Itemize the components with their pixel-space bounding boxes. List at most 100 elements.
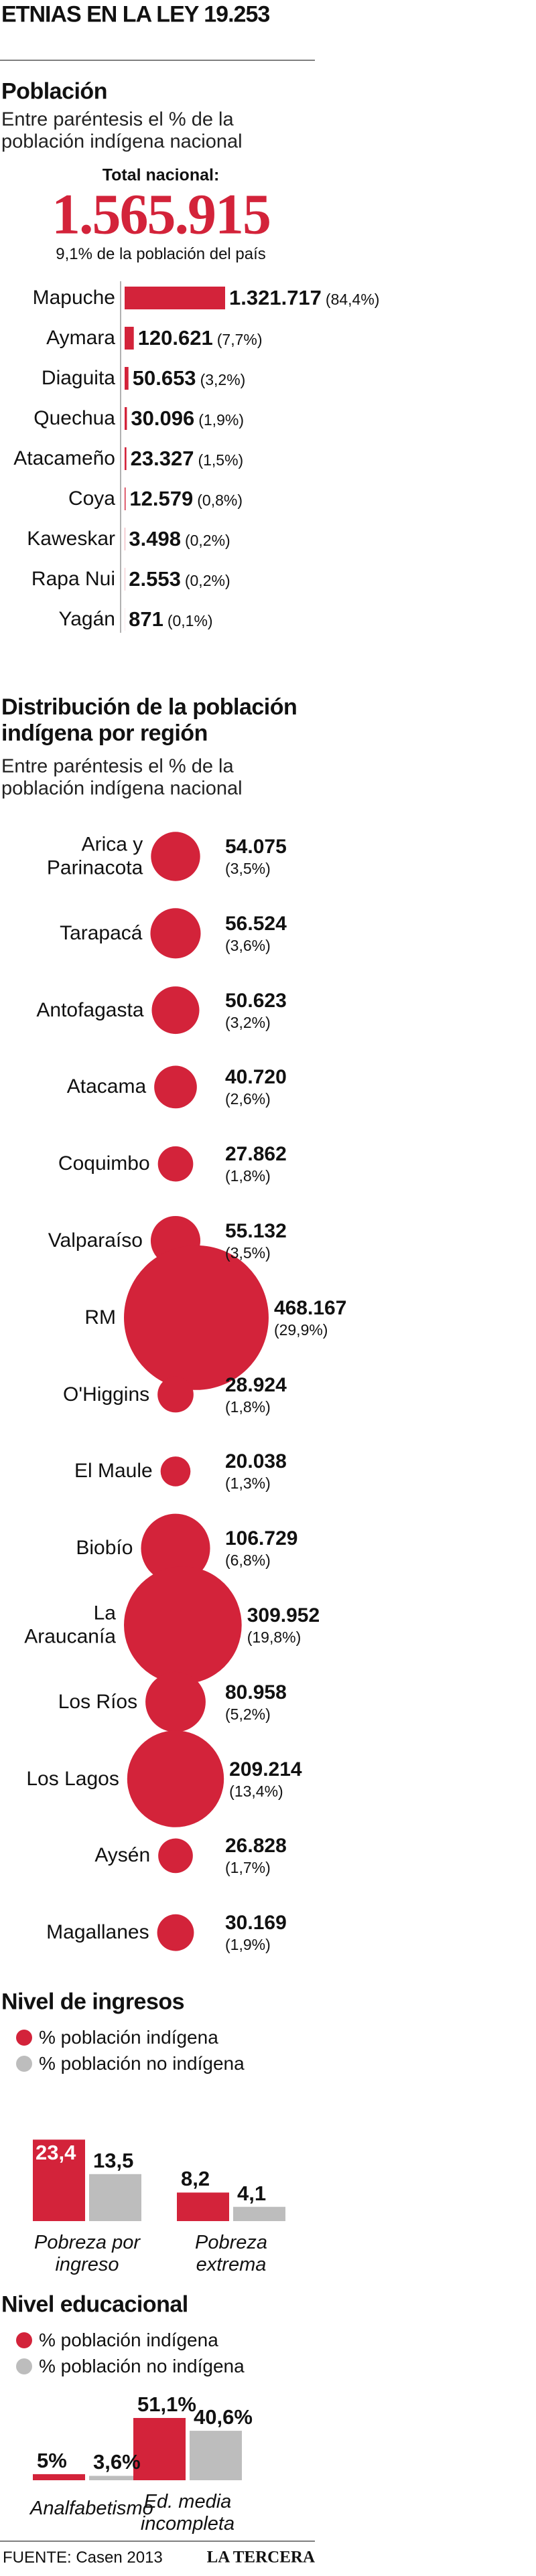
section-subtitle: Entre paréntesis el % de la población in… <box>1 108 243 153</box>
category-label: La Araucanía <box>24 1602 116 1648</box>
category-label: Aysén <box>94 1844 151 1867</box>
bubble <box>154 1065 197 1109</box>
category-label: Kaweskar <box>27 527 115 550</box>
section-title: Distribución de la población indígena po… <box>1 694 297 746</box>
value-group: 871 (0,1%) <box>129 607 212 631</box>
value-group: 3.498 (0,2%) <box>129 527 230 551</box>
value-label: 55.132 <box>225 1219 287 1242</box>
legend-swatch <box>16 2056 32 2072</box>
total-caption: Total nacional: <box>102 165 220 185</box>
value-label: 30.169 <box>225 1911 287 1934</box>
legend-swatch <box>16 2332 32 2348</box>
legend-label: % población no indígena <box>39 2052 245 2074</box>
value-label: 80.958 <box>225 1681 287 1703</box>
category-label: Coya <box>68 487 115 510</box>
bubble <box>158 1838 193 1874</box>
category-label: Mapuche <box>32 286 115 309</box>
bar <box>33 2139 85 2221</box>
share-label: (3,6%) <box>225 936 271 954</box>
category-label: Los Ríos <box>58 1690 138 1713</box>
legend-swatch <box>16 2030 32 2046</box>
share-label: (3,2%) <box>200 371 246 389</box>
value-label: 28.924 <box>225 1373 287 1396</box>
legend-label: % población indígena <box>39 2329 218 2350</box>
value-label: 30.096 <box>131 406 195 431</box>
value-group: 2.553 (0,2%) <box>129 567 230 591</box>
category-label: Valparaíso <box>48 1229 143 1252</box>
category-label: RM <box>84 1306 116 1329</box>
category-label: Biobío <box>76 1536 133 1559</box>
share-label: (29,9%) <box>273 1320 328 1339</box>
category-label: Tarapacá <box>60 921 143 944</box>
bar <box>125 287 225 309</box>
category-label: Pobreza extrema <box>194 2231 267 2276</box>
value-label: 106.729 <box>225 1527 298 1549</box>
category-label: Coquimbo <box>58 1152 150 1175</box>
value-label: 26.828 <box>225 1835 287 1858</box>
category-label: Aymara <box>46 326 115 349</box>
share-label: (6,8%) <box>225 1551 271 1569</box>
category-label: Analfabetismo <box>30 2497 153 2519</box>
total-value: 1.565.915 <box>52 181 271 246</box>
value-group: 23.327 (1,5%) <box>131 447 244 471</box>
bubble <box>124 1245 269 1390</box>
category-label: Yagán <box>58 607 115 630</box>
bubble <box>145 1671 206 1732</box>
bar <box>89 2174 141 2221</box>
bubble <box>150 908 201 959</box>
category-label: Antofagasta <box>36 998 144 1021</box>
value-label: 56.524 <box>225 912 287 935</box>
share-label: (3,2%) <box>225 1013 271 1031</box>
legend-swatch <box>16 2358 32 2374</box>
section-subtitle: Entre paréntesis el % de la población in… <box>1 755 243 800</box>
category-label: Los Lagos <box>26 1767 119 1790</box>
value-label: 40,6% <box>194 2405 253 2429</box>
value-label: 51,1% <box>137 2393 196 2417</box>
value-label: 2.553 <box>129 567 181 591</box>
category-label: Ed. media incompleta <box>140 2490 235 2535</box>
section-title: Nivel educacional <box>1 2291 188 2318</box>
source: FUENTE: Casen 2013 <box>3 2549 163 2567</box>
value-label: 1.321.717 <box>229 286 322 310</box>
share-label: (3,5%) <box>225 1243 271 1262</box>
category-label: Magallanes <box>46 1920 149 1943</box>
bubble <box>141 1513 210 1583</box>
value-label: 5% <box>37 2449 67 2473</box>
share-label: (7,7%) <box>216 331 263 349</box>
page-title: ETNIAS EN LA LEY 19.253 <box>1 1 270 27</box>
value-group: 50.653 (3,2%) <box>133 366 246 390</box>
share-label: (0,8%) <box>197 491 243 510</box>
value-label: 871 <box>129 607 163 631</box>
category-label: Atacameño <box>13 447 115 469</box>
category-label: Atacama <box>66 1075 147 1098</box>
category-label: El Maule <box>74 1460 153 1483</box>
share-label: (5,2%) <box>225 1705 271 1723</box>
value-group: 120.621 (7,7%) <box>138 326 263 350</box>
value-label: 13,5 <box>93 2148 134 2172</box>
bar <box>125 447 127 470</box>
value-label: 8,2 <box>181 2167 210 2191</box>
share-label: (0,2%) <box>184 572 230 590</box>
value-label: 120.621 <box>137 326 213 350</box>
bubble <box>124 1566 242 1684</box>
value-label: 27.862 <box>225 1142 287 1165</box>
value-label: 54.075 <box>225 835 287 858</box>
section-title: Nivel de ingresos <box>1 1989 185 2015</box>
category-label: Diaguita <box>41 366 115 389</box>
category-label: Pobreza por ingreso <box>34 2231 140 2276</box>
value-group: 30.096 (1,9%) <box>131 406 244 431</box>
bar <box>133 2417 186 2480</box>
brand: LA TERCERA <box>206 2548 315 2567</box>
value-label: 12.579 <box>129 487 194 511</box>
category-label: Rapa Nui <box>31 567 115 590</box>
value-label: 20.038 <box>225 1450 287 1473</box>
bar <box>89 2476 141 2480</box>
value-label: 3,6% <box>93 2450 141 2474</box>
share-label: (1,8%) <box>225 1166 271 1185</box>
bar <box>125 407 127 430</box>
value-label: 50.653 <box>132 366 196 390</box>
bar <box>177 2192 229 2221</box>
total-note: 9,1% de la población del país <box>56 245 266 264</box>
